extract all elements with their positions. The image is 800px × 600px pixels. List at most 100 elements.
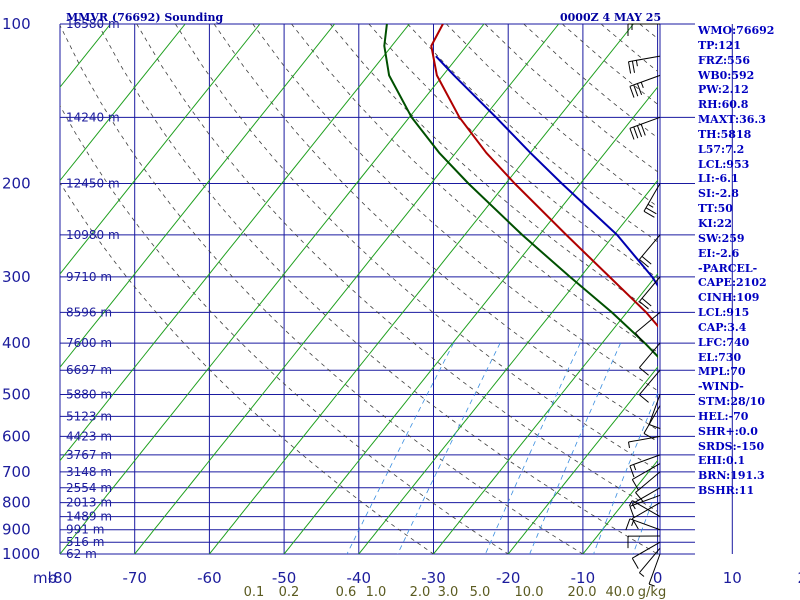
wind-barb-staff	[628, 55, 661, 63]
index-item: LI:-6.1	[698, 172, 739, 186]
dry-adiabat-line	[97, 24, 658, 554]
wind-barb	[628, 55, 661, 74]
wind-barb-staff	[639, 369, 661, 396]
index-item: RH:60.8	[698, 98, 749, 112]
wind-barb-flag	[639, 259, 649, 268]
sounding-profiles	[383, 24, 658, 360]
wind-barb	[648, 394, 661, 430]
mixing-ratio-label: 20.0	[568, 585, 597, 600]
wind-barb	[639, 369, 661, 403]
wind-barb-staff	[643, 405, 661, 434]
wind-barb-flag	[643, 432, 655, 440]
index-item: EL:730	[698, 350, 742, 364]
temperature-tick-label: -30	[421, 569, 446, 587]
wind-barb-staff	[628, 435, 661, 443]
wind-barb-flag	[635, 492, 644, 503]
wind-barb-half-flag	[639, 572, 645, 577]
wind-barb	[643, 183, 661, 218]
mixing-ratio-unit: g/kg	[638, 585, 666, 600]
index-item: CINH:109	[698, 291, 760, 305]
index-item: MAXT:36.3	[698, 113, 766, 127]
height-label: 12450 m	[66, 177, 120, 191]
index-item: LCL:953	[698, 157, 750, 171]
wind-barb	[639, 547, 661, 577]
wind-barb-staff	[635, 471, 661, 493]
index-item: KI:22	[698, 216, 733, 230]
wind-barb-flag	[639, 367, 649, 376]
temperature-tick-label: -80	[48, 569, 73, 587]
wind-barb	[635, 311, 661, 343]
wind-barb-staff	[632, 502, 661, 520]
wind-barb-staff	[629, 74, 661, 87]
pressure-tick-label: 300	[2, 268, 31, 286]
isotherm-line	[60, 24, 335, 369]
height-label: 2013 m	[66, 496, 112, 510]
index-item: TP:121	[698, 38, 742, 52]
wind-barb	[629, 116, 661, 140]
wind-barb-staff	[632, 487, 661, 505]
index-item: SW:259	[698, 231, 745, 245]
mixing-ratio-label: 10.0	[515, 585, 544, 600]
index-item: TT:50	[698, 202, 733, 216]
wind-barb-flag	[639, 301, 649, 310]
pressure-tick-label: 900	[2, 521, 31, 539]
mixing-ratio-line	[593, 391, 658, 554]
wind-barb	[627, 23, 660, 36]
wind-barb	[631, 541, 661, 569]
wind-barb	[629, 454, 661, 478]
wind-barb-staff	[639, 547, 661, 574]
dry-adiabat-line	[60, 24, 584, 554]
index-item: MPL:70	[698, 365, 746, 379]
adiabat-lines	[60, 24, 658, 554]
dry-adiabat-line	[60, 182, 434, 554]
mixing-ratio-line	[397, 342, 501, 554]
temperature-tick-label: 10	[723, 569, 742, 587]
wind-barb-half-flag	[633, 464, 637, 471]
isotherm-line	[283, 85, 658, 554]
wind-barb-half-flag	[648, 583, 655, 587]
isotherm-line	[358, 179, 658, 554]
index-item: FRZ:556	[698, 53, 751, 67]
parcel-profile	[435, 55, 658, 288]
wind-barb-staff	[629, 454, 661, 467]
mixing-ratio-label: 0.6	[336, 585, 357, 600]
height-label: 4423 m	[66, 429, 112, 443]
wind-barb-half-flag	[635, 60, 638, 67]
isotherm-line	[209, 24, 634, 554]
wind-barb-flag	[636, 83, 643, 95]
wind-barb-flag	[625, 518, 631, 531]
wind-barb	[635, 471, 661, 503]
wind-barb-flag	[628, 61, 632, 74]
index-item: L57:7.2	[698, 142, 745, 156]
dewpoint-profile	[383, 24, 658, 360]
wind-barb-staff	[639, 234, 661, 260]
wind-barb	[631, 487, 661, 510]
index-item: WMO:76692	[698, 24, 775, 37]
isotherm-line	[60, 24, 485, 554]
sounding-time: 0000Z 4 MAY 25	[560, 11, 661, 24]
index-item: STM:28/10	[698, 395, 765, 409]
isotherm-line	[582, 459, 658, 554]
wind-barb-half-flag	[631, 503, 636, 510]
index-item: HEL:-70	[698, 409, 749, 423]
mixing-ratio-label: 3.0	[438, 585, 459, 600]
wind-barb-flag	[629, 506, 635, 518]
wind-barb-flag	[643, 210, 655, 218]
height-label: 3148 m	[66, 465, 112, 479]
index-item: WB0:592	[698, 68, 755, 82]
mixing-ratio-line	[346, 342, 454, 554]
pressure-tick-label: 700	[2, 463, 31, 481]
wind-barb-half-flag	[640, 82, 644, 88]
stability-index-list: WMO:76692 TP:121 FRZ:556 WB0:592 PW:2.12 RH:6…	[698, 24, 774, 499]
height-label: 5880 m	[66, 388, 112, 402]
pressure-tick-label: 100	[2, 15, 31, 33]
mixing-ratio-line	[529, 342, 621, 554]
wind-barb-flag	[639, 394, 649, 403]
wind-barb-staff	[632, 463, 661, 480]
pressure-tick-label: 600	[2, 427, 31, 445]
wind-barb-staff	[629, 116, 661, 129]
index-item: CAP:3.4	[698, 320, 747, 334]
wind-barb-flag	[631, 60, 635, 73]
